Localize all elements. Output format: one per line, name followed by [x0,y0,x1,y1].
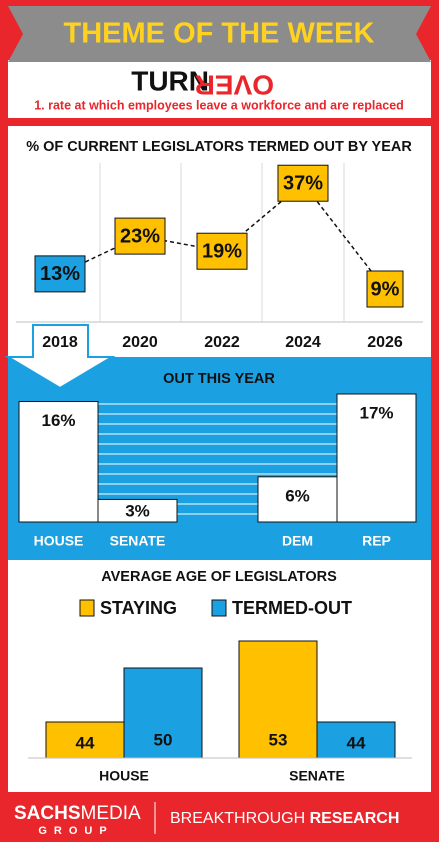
value-box [277,164,329,202]
value-box [114,217,166,255]
bar [45,721,125,759]
x-tick-label: DEM [282,533,313,549]
title-word-flipped: OVER [195,70,274,101]
tagline-bold: RESEARCH [310,810,400,827]
x-tick-label: 2026 [367,334,403,351]
value-box [196,232,248,270]
chart-title: AVERAGE AGE OF LEGISLATORS [101,569,337,585]
chart-title: % OF CURRENT LEGISLATORS TERMED OUT BY Y… [26,139,412,155]
legend-label: TERMED-OUT [232,598,352,618]
year-pointer [4,324,116,390]
bar [97,498,178,523]
x-tick-label: 2020 [122,334,158,351]
brand-bold: SACHS [14,803,81,824]
value-label: 13% [40,263,80,285]
banner [8,6,431,62]
value-label: 23% [120,225,160,247]
value-box [34,255,86,293]
chart-title: OUT THIS YEAR [163,371,275,387]
value-label: 53 [269,730,288,749]
x-tick-label: REP [362,533,391,549]
legend-swatch [79,599,95,617]
value-box [366,270,404,308]
bar [18,401,99,523]
value-label: 37% [283,173,323,195]
bar [238,640,318,759]
brand-sub: GROUP [38,825,113,837]
bar [257,476,338,523]
value-label: 6% [285,486,310,505]
value-label: 44 [76,733,95,752]
legend-swatch [211,599,227,617]
x-tick-label: HOUSE [99,768,149,784]
definition: 1. rate at which employees leave a workf… [34,98,404,112]
footer [8,792,431,842]
x-tick-label: HOUSE [34,533,84,549]
x-tick-label: 2022 [204,334,240,351]
banner-title: THEME OF THE WEEK [64,18,375,50]
value-label: 50 [154,730,173,749]
footer-tagline: BREAKTHROUGH RESEARCH [170,810,399,827]
footer-brand: SACHSMEDIA [14,803,141,824]
x-tick-label: SENATE [110,533,166,549]
brand-light: MEDIA [81,803,142,824]
value-label: 44 [347,733,366,752]
value-label: 9% [371,278,400,300]
x-tick-label: 2018 [42,334,78,351]
divider [8,118,431,126]
legend-label: STAYING [100,598,177,618]
tagline-light: BREAKTHROUGH [170,810,305,827]
value-label: 17% [359,403,393,422]
value-label: 19% [202,241,242,263]
bar [336,393,417,523]
value-label: 3% [125,501,150,520]
title-word: TURN [131,65,209,96]
value-label: 16% [41,411,75,430]
bar [316,721,396,759]
bar [123,667,203,759]
x-tick-label: SENATE [289,768,345,784]
x-tick-label: 2024 [285,334,321,351]
